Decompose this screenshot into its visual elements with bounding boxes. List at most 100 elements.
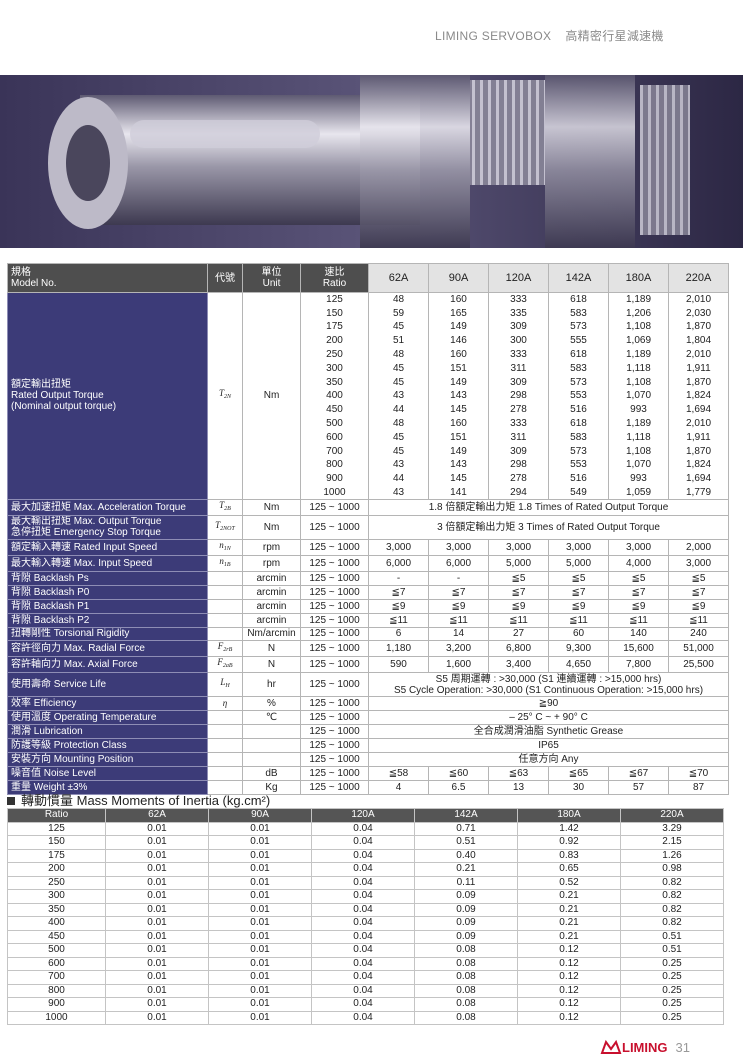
- value-cell: ≦9: [368, 598, 429, 614]
- unit-cell: rpm: [242, 538, 301, 556]
- inertia-cell: 0.12: [517, 943, 621, 958]
- ratio-cell: 350: [300, 375, 369, 390]
- value-cell: 9,300: [548, 640, 609, 658]
- inertia-header-cell: Ratio: [7, 808, 106, 823]
- value-cell: 618: [548, 347, 609, 362]
- inertia-cell: 0.08: [414, 956, 518, 971]
- span-cell: IP65: [368, 738, 729, 753]
- symbol: T2NOT: [215, 520, 235, 532]
- spec-row: 扭轉剛性 Torsional Rigidity Nm/arcmin 125 ~ 10…: [7, 626, 729, 642]
- value-cell: 618: [548, 416, 609, 431]
- inertia-cell: 0.04: [311, 916, 415, 931]
- symbol-cell: [207, 710, 243, 726]
- unit-cell: [242, 738, 301, 753]
- label-text: 容許軸向力 Max. Axial Force: [11, 659, 138, 671]
- symbol-base: T: [218, 388, 224, 399]
- value-cell: ≦63: [488, 765, 549, 781]
- spec-row: 200 51 146 300 555 1,069 1,804: [8, 333, 729, 348]
- inertia-cell: 800: [7, 983, 106, 998]
- span-cell: ≧90: [368, 696, 729, 712]
- inertia-cell: 900: [7, 997, 106, 1012]
- inertia-header-cell: 220A: [620, 808, 724, 823]
- value-cell: 1,108: [608, 444, 669, 459]
- value-cell: 573: [548, 375, 609, 390]
- symbol-cell: LH: [207, 672, 243, 698]
- value-cell: 993: [608, 402, 669, 417]
- inertia-cell: 3.29: [620, 821, 724, 836]
- header-text: 速比: [324, 267, 345, 278]
- inertia-cell: 0.21: [517, 916, 621, 931]
- spec-row: 600 45 151 311 583 1,118 1,911: [8, 430, 729, 445]
- row-label: 背隙 Backlash P1: [7, 598, 208, 614]
- spec-row: 175 45 149 309 573 1,108 1,870: [8, 320, 729, 334]
- spec-row: 150 59 165 335 583 1,206 2,030: [8, 306, 729, 321]
- symbol-base: T: [219, 499, 225, 510]
- label-text: 最大輸入轉速 Max. Input Speed: [11, 557, 153, 569]
- symbol-cell: F2rB: [207, 640, 243, 658]
- inertia-cell: 0.01: [208, 875, 312, 890]
- inertia-cell: 0.65: [517, 862, 621, 877]
- value-cell: 6,000: [428, 554, 489, 572]
- value-cell: 1,694: [668, 402, 729, 417]
- row-label: 噪音值 Noise Level: [7, 765, 208, 781]
- symbol-cell: [207, 738, 243, 753]
- symbol-sub: 2rB: [223, 647, 233, 654]
- value-cell: ≦5: [488, 570, 549, 586]
- value-cell: 43: [368, 458, 429, 472]
- spec-row: 效率 Efficiency η% 125 ~ 1000 ≧90: [7, 696, 729, 712]
- span-cell: – 25° C ~ + 90° C: [368, 710, 729, 726]
- value-cell: ≦11: [488, 612, 549, 628]
- ratio-cell: 500: [300, 416, 369, 431]
- value-cell: 48: [368, 292, 429, 307]
- span-text: 3 倍額定輸出力矩 3 Times of Rated Output Torque: [437, 521, 660, 533]
- symbol-cell: [207, 598, 243, 614]
- inertia-cell: 0.82: [620, 889, 724, 904]
- row-label: 安裝方向 Mounting Position: [7, 751, 208, 767]
- page-number: 31: [675, 1039, 690, 1055]
- ratio-cell: 125 ~ 1000: [300, 612, 369, 628]
- spec-row: 使用溫度 Operating Temperature ℃ 125 ~ 1000 – 2…: [7, 710, 729, 726]
- value-cell: 3,000: [608, 538, 669, 556]
- value-cell: 51: [368, 333, 429, 348]
- value-cell: 43: [368, 389, 429, 403]
- value-cell: 1,059: [608, 485, 669, 500]
- inertia-cell: 0.01: [105, 970, 209, 985]
- inertia-cell: 0.01: [208, 835, 312, 850]
- label-text: 最大輸出扭矩 Max. Output Torque: [11, 516, 162, 528]
- span-cell: 1.8 倍額定輸出力矩 1.8 Times of Rated Output To…: [368, 498, 729, 516]
- inertia-row: 900 0.01 0.01 0.04 0.08 0.12 0.25: [7, 997, 724, 1012]
- inertia-cell: 0.82: [620, 916, 724, 931]
- value-cell: 143: [428, 389, 489, 403]
- label-text: 背隙 Backlash Ps: [11, 572, 89, 584]
- inertia-cell: 0.01: [208, 862, 312, 877]
- inertia-row: 800 0.01 0.01 0.04 0.08 0.12 0.25: [7, 983, 724, 998]
- spec-row: 額定輸入轉速 Rated Input Speed n1N rpm 125 ~ 1000…: [7, 538, 729, 556]
- symbol-cell: n1N: [207, 538, 243, 556]
- model-header: 220A: [668, 263, 729, 293]
- ratio-cell: 450: [300, 402, 369, 417]
- value-cell: 145: [428, 471, 489, 486]
- value-cell: 1,206: [608, 306, 669, 321]
- spec-row: 使用壽命 Service Life LH hr 125 ~ 1000 S5 周期運轉 :…: [7, 672, 729, 698]
- spec-row: 容許徑向力 Max. Radial Force F2rB N 125 ~ 1000 1,…: [7, 640, 729, 658]
- label-text: 安裝方向 Mounting Position: [11, 753, 134, 765]
- inertia-cell: 0.01: [105, 983, 209, 998]
- value-cell: ≦5: [548, 570, 609, 586]
- value-cell: 240: [668, 626, 729, 642]
- unit-cell: Nm/arcmin: [242, 626, 301, 642]
- inertia-cell: 0.04: [311, 821, 415, 836]
- value-cell: 555: [548, 333, 609, 348]
- value-cell: 6.5: [428, 779, 489, 795]
- label-text: 防護等級 Protection Class: [11, 740, 127, 752]
- value-cell: -: [368, 570, 429, 586]
- ratio-cell: 125 ~ 1000: [300, 724, 369, 740]
- spec-row: 容許軸向力 Max. Axial Force F2aB N 125 ~ 1000 590…: [7, 656, 729, 674]
- header-title: 高精密行星減速機: [565, 29, 664, 43]
- unit-cell: rpm: [242, 554, 301, 572]
- ratio-cell: 125 ~ 1000: [300, 498, 369, 516]
- header-cell: 規格 Model No.: [7, 263, 208, 293]
- value-cell: 333: [488, 416, 549, 431]
- value-cell: 1,118: [608, 430, 669, 445]
- symbol-base: η: [222, 698, 228, 709]
- symbol: n1N: [219, 540, 231, 552]
